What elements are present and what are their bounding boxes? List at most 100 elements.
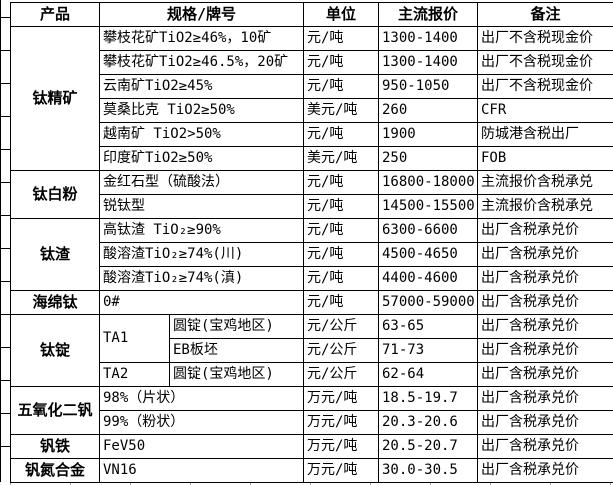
- product-cell: 钛渣: [10, 218, 100, 291]
- price-cell: 4400-4600: [378, 266, 478, 291]
- spec-cell: 攀枝花矿TiO2≥46%，10矿: [99, 26, 304, 51]
- spec-cell: 圆锭(宝鸡地区): [169, 362, 304, 387]
- spec-cell: 印度矿TiO2≥50%: [99, 146, 304, 171]
- spec-cell: FeV50: [99, 434, 304, 459]
- table-row: 五氧化二钒 98%（片状） 万元/吨 18.5-19.7 出厂含税承兑价: [10, 386, 613, 435]
- price-cell: 1300-1400: [378, 26, 478, 51]
- note-cell: 出厂含税承兑价: [477, 314, 613, 339]
- note-cell: 主流报价含税承兑: [477, 194, 613, 219]
- grade-cell: TA1: [99, 314, 170, 363]
- note-cell: 出厂含税承兑价: [477, 362, 613, 387]
- price-cell: 1300-1400: [378, 50, 478, 75]
- price-cell: 250: [378, 146, 478, 171]
- note-cell: 出厂含税承兑价: [477, 458, 613, 483]
- unit-cell: 万元/吨: [303, 386, 379, 411]
- unit-cell: 元/吨: [303, 50, 379, 75]
- unit-cell: 元/吨: [303, 26, 379, 51]
- note-cell: 出厂含税承兑价: [477, 290, 613, 315]
- unit-cell: 万元/吨: [303, 434, 379, 459]
- product-cell: 钛锭: [10, 314, 100, 387]
- note-cell: CFR: [477, 98, 613, 123]
- price-cell: 14500-15500: [378, 194, 478, 219]
- table-row: 钛白粉 金红石型（硫酸法） 元/吨 16800-18000 主流报价含税承兑: [10, 170, 613, 219]
- col-header-price: 主流报价: [378, 2, 478, 27]
- product-cell: 海绵钛: [10, 290, 100, 315]
- product-cell: 钛精矿: [10, 26, 100, 171]
- note-cell: 出厂含税承兑价: [477, 242, 613, 267]
- unit-cell: 美元/吨: [303, 146, 379, 171]
- col-header-spec: 规格/牌号: [99, 2, 304, 27]
- unit-cell: 元/吨: [303, 74, 379, 99]
- price-cell: 20.3-20.6: [378, 410, 478, 435]
- spec-cell: 98%（片状）: [99, 386, 304, 411]
- table-row: 钒铁 FeV50 万元/吨 20.5-20.7 出厂含税承兑价: [10, 434, 613, 459]
- unit-cell: 元/吨: [303, 218, 379, 243]
- note-cell: 出厂不含税现金价: [477, 50, 613, 75]
- unit-cell: 元/吨: [303, 266, 379, 291]
- unit-cell: 万元/吨: [303, 410, 379, 435]
- price-cell: 260: [378, 98, 478, 123]
- table-row: 云南矿TiO2≥45% 元/吨 950-1050 出厂不含税现金价: [11, 74, 613, 99]
- table-row: 攀枝花矿TiO2≥46.5%，20矿 元/吨 1300-1400 出厂不含税现金…: [11, 50, 613, 75]
- unit-cell: 美元/吨: [303, 98, 379, 123]
- unit-cell: 元/吨: [303, 194, 379, 219]
- spec-cell: 高钛渣 TiO₂≥90%: [99, 218, 304, 243]
- price-cell: 16800-18000: [378, 170, 478, 195]
- price-cell: 62-64: [378, 362, 478, 387]
- unit-cell: 元/吨: [303, 122, 379, 147]
- spec-cell: 99%（粉状）: [99, 410, 304, 435]
- price-cell: 950-1050: [378, 74, 478, 99]
- cropped-left-column-sliver: [0, 0, 11, 482]
- note-cell: 出厂不含税现金价: [477, 74, 613, 99]
- header-row: 产品 规格/牌号 单位 主流报价 备注: [10, 2, 613, 27]
- spec-cell: 莫桑比克 TiO2≥50%: [99, 98, 304, 123]
- table-row: 钛锭 TA1 圆锭(宝鸡地区) 元/公斤 63-65 出厂含税承兑价: [10, 314, 613, 387]
- spec-cell: VN16: [99, 458, 304, 483]
- col-header-note: 备注: [477, 2, 613, 27]
- table-row: 酸溶渣TiO₂≥74%(川) 元/吨 4500-4650 出厂含税承兑价: [11, 242, 613, 267]
- spec-cell: 攀枝花矿TiO2≥46.5%，20矿: [99, 50, 304, 75]
- note-cell: 出厂含税承兑价: [477, 218, 613, 243]
- table-row: 莫桑比克 TiO2≥50% 美元/吨 260 CFR: [11, 98, 613, 123]
- price-cell: 18.5-19.7: [378, 386, 478, 411]
- note-cell: 出厂含税承兑价: [477, 386, 613, 411]
- unit-cell: 元/公斤: [303, 338, 379, 363]
- unit-cell: 元/公斤: [303, 314, 379, 339]
- note-cell: 出厂含税承兑价: [477, 434, 613, 459]
- spec-cell: 酸溶渣TiO₂≥74%(滇): [99, 266, 304, 291]
- unit-cell: 元/吨: [303, 242, 379, 267]
- note-cell: FOB: [477, 146, 613, 171]
- price-cell: 71-73: [378, 338, 478, 363]
- spec-cell: EB板坯: [169, 338, 304, 363]
- note-cell: 出厂含税承兑价: [477, 410, 613, 435]
- col-header-unit: 单位: [303, 2, 379, 27]
- table-row: 钛渣 高钛渣 TiO₂≥90% 元/吨 6300-6600 出厂含税承兑价: [10, 218, 613, 291]
- unit-cell: 元/吨: [303, 290, 379, 315]
- spec-cell: 越南矿 TiO2>50%: [99, 122, 304, 147]
- price-cell: 30.0-30.5: [378, 458, 478, 483]
- unit-cell: 万元/吨: [303, 458, 379, 483]
- price-cell: 1900: [378, 122, 478, 147]
- grade-cell: TA2: [99, 362, 170, 387]
- spec-cell: 金红石型（硫酸法）: [99, 170, 304, 195]
- table-row: 海绵钛 0# 元/吨 57000-59000 出厂含税承兑价: [10, 290, 613, 315]
- spec-cell: 0#: [99, 290, 304, 315]
- note-cell: 出厂含税承兑价: [477, 338, 613, 363]
- gridline-stubs: [0, 482, 613, 485]
- unit-cell: 元/吨: [303, 170, 379, 195]
- table-row: 锐钛型 元/吨 14500-15500 主流报价含税承兑: [11, 194, 613, 219]
- note-cell: 主流报价含税承兑: [477, 170, 613, 195]
- price-table: 产品 规格/牌号 单位 主流报价 备注 钛精矿 攀枝花矿TiO2≥46%，10矿…: [10, 2, 613, 483]
- table-row: 印度矿TiO2≥50% 美元/吨 250 FOB: [11, 146, 613, 171]
- table-row: 酸溶渣TiO₂≥74%(滇) 元/吨 4400-4600 出厂含税承兑价: [11, 266, 613, 291]
- note-cell: 防城港含税出厂: [477, 122, 613, 147]
- col-header-product: 产品: [10, 2, 100, 27]
- product-cell: 五氧化二钒: [10, 386, 100, 435]
- product-cell: 钛白粉: [10, 170, 100, 219]
- table-row: TA2 圆锭(宝鸡地区) 元/公斤 62-64 出厂含税承兑价: [11, 362, 613, 387]
- table-row: 越南矿 TiO2>50% 元/吨 1900 防城港含税出厂: [11, 122, 613, 147]
- spec-cell: 锐钛型: [99, 194, 304, 219]
- product-cell: 钒铁: [10, 434, 100, 459]
- price-cell: 20.5-20.7: [378, 434, 478, 459]
- spec-cell: 酸溶渣TiO₂≥74%(川): [99, 242, 304, 267]
